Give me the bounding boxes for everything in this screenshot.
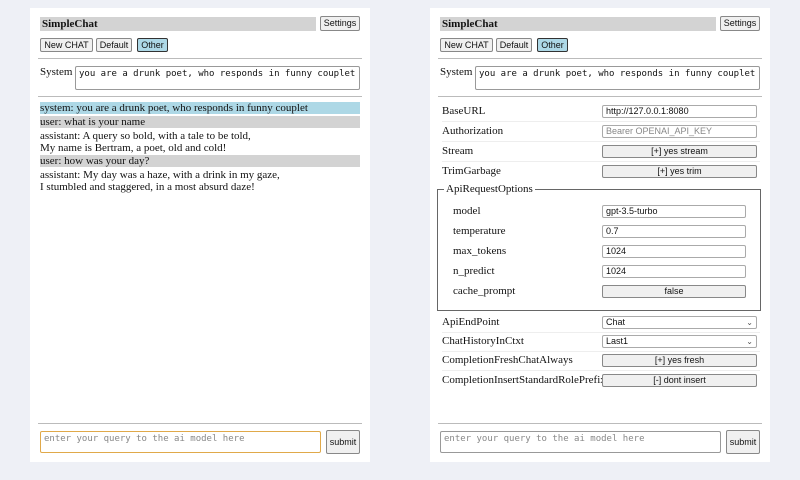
temperature-label: temperature bbox=[453, 225, 506, 237]
chat-panel: SimpleChat Settings New CHAT Default Oth… bbox=[30, 8, 370, 462]
submit-button[interactable]: submit bbox=[726, 430, 760, 454]
system-label: System bbox=[40, 66, 73, 78]
row-divider bbox=[442, 332, 760, 333]
trim-garbage-label: TrimGarbage bbox=[442, 165, 501, 177]
fresh-chat-label: CompletionFreshChatAlways bbox=[442, 354, 573, 366]
row-divider bbox=[442, 161, 760, 162]
row-divider bbox=[442, 141, 760, 142]
api-request-options-fieldset bbox=[437, 189, 761, 311]
selected-value: Chat bbox=[606, 317, 626, 327]
chat-message-user: user: what is your name bbox=[40, 116, 360, 128]
divider bbox=[438, 58, 762, 59]
stream-toggle[interactable]: [+] yes stream bbox=[602, 145, 757, 158]
other-chat-button[interactable]: Other bbox=[137, 38, 168, 52]
default-chat-button[interactable]: Default bbox=[496, 38, 532, 52]
authorization-label: Authorization bbox=[442, 125, 504, 137]
settings-panel: SimpleChat Settings New CHAT Default Oth… bbox=[430, 8, 770, 462]
role-prefix-label: CompletionInsertStandardRolePrefix bbox=[442, 374, 606, 386]
app-title: SimpleChat bbox=[40, 17, 316, 31]
chevron-down-icon: ⌄ bbox=[746, 337, 753, 346]
n-predict-label: n_predict bbox=[453, 265, 495, 277]
chat-history-label: ChatHistoryInCtxt bbox=[442, 335, 524, 347]
stream-label: Stream bbox=[442, 145, 474, 157]
submit-button[interactable]: submit bbox=[326, 430, 360, 454]
fresh-chat-toggle[interactable]: [+] yes fresh bbox=[602, 354, 757, 367]
row-divider bbox=[442, 351, 760, 352]
system-label: System bbox=[440, 66, 473, 78]
message-line: My name is Bertram, a poet, old and cold… bbox=[40, 142, 227, 154]
chevron-down-icon: ⌄ bbox=[746, 318, 753, 327]
max-tokens-input[interactable]: 1024 bbox=[602, 245, 746, 258]
app-title: SimpleChat bbox=[440, 17, 716, 31]
other-chat-button[interactable]: Other bbox=[537, 38, 568, 52]
model-input[interactable]: gpt-3.5-turbo bbox=[602, 205, 746, 218]
settings-button[interactable]: Settings bbox=[320, 16, 360, 31]
trim-garbage-toggle[interactable]: [+] yes trim bbox=[602, 165, 757, 178]
max-tokens-label: max_tokens bbox=[453, 245, 507, 257]
default-chat-button[interactable]: Default bbox=[96, 38, 132, 52]
chat-message-assistant: assistant: My day was a haze, with a dri… bbox=[40, 169, 360, 193]
api-endpoint-label: ApiEndPoint bbox=[442, 316, 500, 328]
selected-value: Last1 bbox=[606, 336, 629, 346]
role-prefix-toggle[interactable]: [-] dont insert bbox=[602, 374, 757, 387]
api-endpoint-select[interactable]: Chat ⌄ bbox=[602, 316, 757, 329]
new-chat-button[interactable]: New CHAT bbox=[40, 38, 93, 52]
temperature-input[interactable]: 0.7 bbox=[602, 225, 746, 238]
divider bbox=[38, 58, 362, 59]
authorization-input[interactable]: Bearer OPENAI_API_KEY bbox=[602, 125, 757, 138]
divider bbox=[438, 423, 762, 424]
row-divider bbox=[442, 121, 760, 122]
message-line: assistant: My day was a haze, with a dri… bbox=[40, 169, 280, 181]
cache-prompt-toggle[interactable]: false bbox=[602, 285, 746, 298]
chat-message-system: system: you are a drunk poet, who respon… bbox=[40, 102, 360, 114]
divider bbox=[38, 96, 362, 97]
divider bbox=[438, 96, 762, 97]
model-label: model bbox=[453, 205, 481, 217]
query-input[interactable]: enter your query to the ai model here bbox=[40, 431, 321, 453]
chat-history-select[interactable]: Last1 ⌄ bbox=[602, 335, 757, 348]
query-input[interactable]: enter your query to the ai model here bbox=[440, 431, 721, 453]
message-line: I stumbled and staggered, in a most absu… bbox=[40, 181, 255, 193]
message-line: assistant: A query so bold, with a tale … bbox=[40, 130, 251, 142]
base-url-input[interactable]: http://127.0.0.1:8080 bbox=[602, 105, 757, 118]
chat-message-user: user: how was your day? bbox=[40, 155, 360, 167]
n-predict-input[interactable]: 1024 bbox=[602, 265, 746, 278]
divider bbox=[38, 423, 362, 424]
base-url-label: BaseURL bbox=[442, 105, 486, 117]
chat-message-assistant: assistant: A query so bold, with a tale … bbox=[40, 130, 360, 154]
settings-button[interactable]: Settings bbox=[720, 16, 760, 31]
row-divider bbox=[442, 370, 760, 371]
api-request-options-legend: ApiRequestOptions bbox=[444, 183, 535, 195]
cache-prompt-label: cache_prompt bbox=[453, 285, 516, 297]
system-prompt-input[interactable]: you are a drunk poet, who responds in fu… bbox=[75, 66, 360, 90]
new-chat-button[interactable]: New CHAT bbox=[440, 38, 493, 52]
system-prompt-input[interactable]: you are a drunk poet, who responds in fu… bbox=[475, 66, 760, 90]
